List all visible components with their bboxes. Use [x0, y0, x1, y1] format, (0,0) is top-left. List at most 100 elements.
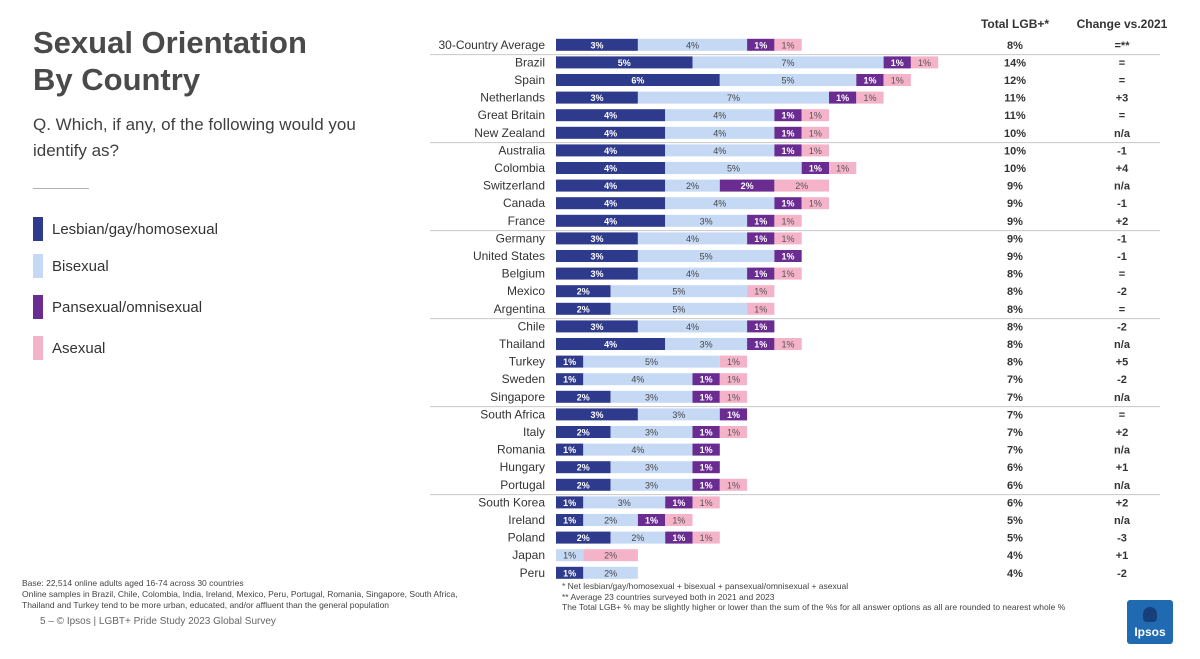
data-label: 1% — [782, 40, 795, 50]
bar-segment — [829, 91, 857, 104]
bar-segment — [774, 338, 802, 350]
category-label: Belgium — [502, 267, 545, 281]
data-label: 1% — [836, 164, 849, 174]
change-value: +4 — [1116, 163, 1129, 175]
data-label: 2% — [741, 181, 754, 191]
data-label: 4% — [631, 375, 644, 385]
data-label: 1% — [782, 146, 795, 156]
legend-label: Bisexual — [52, 257, 109, 275]
bar-segment — [665, 531, 693, 544]
total-value: 9% — [1007, 216, 1023, 228]
change-value: -2 — [1117, 321, 1127, 333]
data-label: 3% — [645, 480, 658, 490]
legend-swatch — [33, 295, 43, 319]
bar-segment — [774, 267, 802, 280]
bar-segment — [637, 514, 666, 526]
bar-segment — [801, 126, 829, 139]
bar-segment — [556, 443, 584, 456]
bar-segment — [774, 197, 802, 210]
data-label: 3% — [590, 322, 603, 332]
total-value: 10% — [1004, 128, 1026, 140]
bar-segment — [665, 496, 693, 509]
data-label: 2% — [577, 533, 590, 543]
total-value: 9% — [1007, 198, 1023, 210]
data-label: 3% — [645, 392, 658, 402]
data-label: 6% — [631, 76, 644, 86]
total-value: 7% — [1007, 392, 1023, 404]
bar-segment — [719, 408, 748, 421]
bar-segment — [719, 355, 748, 368]
change-value: =** — [1115, 40, 1131, 52]
data-label: 1% — [672, 516, 685, 526]
data-label: 1% — [809, 128, 822, 138]
total-value: 8% — [1007, 286, 1023, 298]
bar-segment — [610, 461, 693, 474]
total-value: 7% — [1007, 374, 1023, 386]
bar-segment — [610, 531, 666, 544]
change-value: n/a — [1114, 515, 1131, 527]
change-value: = — [1119, 409, 1125, 421]
bar-segment — [719, 426, 748, 438]
bar-segment — [556, 74, 720, 86]
bar-segment — [556, 126, 666, 139]
bar-segment — [556, 355, 584, 368]
data-label: 1% — [672, 533, 685, 543]
total-value: 8% — [1007, 304, 1023, 316]
bar-segment — [556, 56, 693, 69]
bar-segment — [556, 496, 584, 509]
data-label: 1% — [645, 516, 658, 526]
total-value: 11% — [1004, 93, 1026, 105]
data-label: 1% — [809, 146, 822, 156]
bar-segment — [556, 197, 666, 210]
bar-segment — [801, 109, 829, 122]
change-value: +3 — [1116, 93, 1129, 105]
bar-segment — [556, 338, 666, 350]
bar-segment — [637, 232, 748, 245]
bar-segment — [747, 38, 775, 51]
data-label: 4% — [631, 445, 644, 455]
bar-segment — [719, 373, 748, 386]
total-value: 8% — [1007, 321, 1023, 333]
bar-segment — [637, 91, 829, 104]
data-label: 4% — [686, 322, 699, 332]
data-label: 1% — [700, 498, 713, 508]
data-label: 4% — [604, 340, 617, 350]
data-label: 1% — [809, 164, 822, 174]
bar-segment — [719, 179, 775, 192]
data-label: 1% — [563, 516, 576, 526]
data-label: 3% — [590, 93, 603, 103]
total-value: 5% — [1007, 533, 1023, 545]
bar-segment — [774, 214, 802, 227]
bar-segment — [692, 478, 720, 491]
data-label: 3% — [590, 252, 603, 262]
change-value: -2 — [1117, 286, 1127, 298]
change-value: -1 — [1117, 251, 1127, 263]
data-label: 1% — [809, 111, 822, 121]
data-label: 1% — [782, 128, 795, 138]
change-value: n/a — [1114, 392, 1131, 404]
divider — [33, 188, 89, 189]
data-label: 1% — [891, 76, 904, 86]
bar-segment — [556, 408, 638, 421]
data-label: 4% — [686, 40, 699, 50]
total-value: 4% — [1007, 568, 1023, 580]
category-label: Japan — [512, 548, 545, 562]
data-label: 2% — [686, 181, 699, 191]
bar-segment — [610, 302, 748, 315]
data-label: 1% — [754, 234, 767, 244]
bar-segment — [610, 478, 693, 491]
bar-segment — [556, 390, 611, 403]
bar-segment — [883, 74, 911, 86]
bar-segment — [556, 214, 666, 227]
data-label: 1% — [727, 357, 740, 367]
category-label: France — [508, 214, 546, 228]
total-value: 8% — [1007, 357, 1023, 369]
bar-segment — [692, 443, 720, 456]
bar-segment — [556, 566, 584, 579]
change-value: -2 — [1117, 374, 1127, 386]
data-label: 2% — [795, 181, 808, 191]
category-label: Italy — [523, 425, 545, 439]
legend-swatch — [33, 336, 43, 360]
category-label: Chile — [518, 319, 546, 333]
footer: 5 – © Ipsos | LGBT+ Pride Study 2023 Glo… — [40, 616, 276, 627]
